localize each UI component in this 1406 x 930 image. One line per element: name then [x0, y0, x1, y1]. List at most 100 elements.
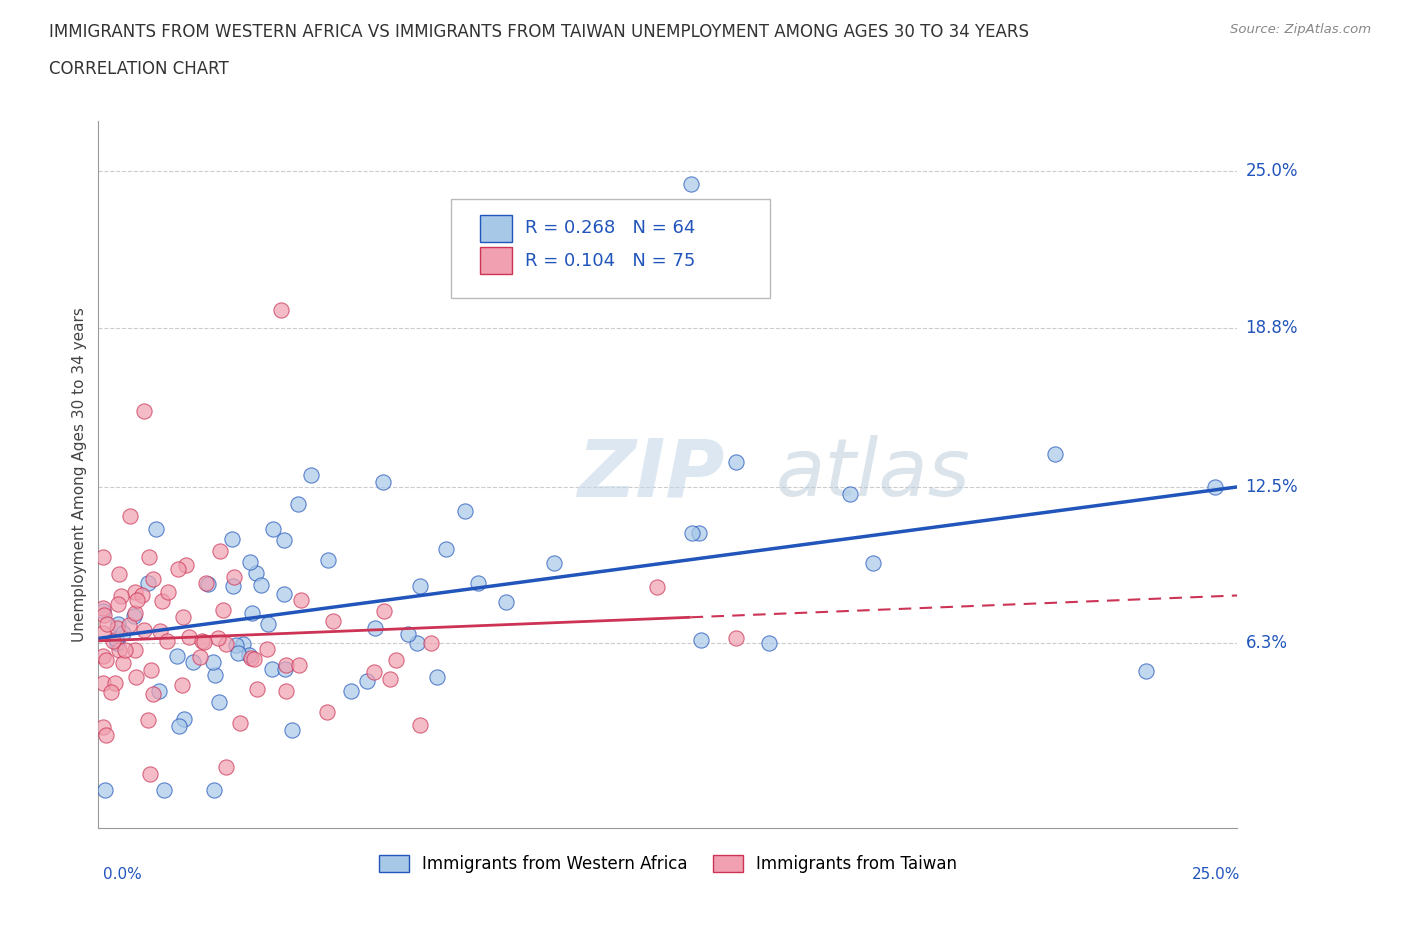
Point [142, 572, 165, 587]
Point [194, 576, 217, 591]
Point [148, 684, 170, 698]
Point [157, 584, 180, 599]
Point [262, 521, 284, 536]
Point [725, 631, 748, 645]
Point [679, 177, 702, 192]
Point [149, 624, 172, 639]
Point [229, 716, 252, 731]
Point [139, 662, 162, 677]
Point [145, 522, 167, 537]
Point [318, 552, 340, 567]
Point [118, 509, 141, 524]
Point [173, 711, 195, 726]
Point [232, 636, 254, 651]
Point [107, 617, 129, 631]
Point [288, 658, 311, 672]
Point [256, 642, 278, 657]
Point [238, 554, 260, 569]
Point [96, 617, 118, 631]
Point [207, 695, 229, 710]
Point [256, 617, 278, 631]
Text: 0.0%: 0.0% [103, 867, 142, 882]
Point [100, 684, 122, 699]
Point [174, 558, 197, 573]
Point [276, 658, 298, 672]
Point [91, 675, 114, 690]
Point [221, 532, 243, 547]
Point [238, 647, 260, 662]
Point [124, 606, 146, 621]
Point [107, 597, 129, 612]
Point [111, 656, 134, 671]
Text: 12.5%: 12.5% [1246, 478, 1298, 496]
Point [91, 648, 114, 663]
Point [166, 561, 188, 576]
Point [93, 607, 115, 622]
Point [1043, 446, 1066, 461]
Bar [479, 247, 512, 274]
Point [409, 578, 432, 593]
Point [110, 589, 132, 604]
Point [138, 550, 160, 565]
Point [169, 718, 191, 733]
Point [363, 664, 385, 679]
Point [166, 648, 188, 663]
Point [495, 595, 517, 610]
Point [222, 579, 245, 594]
Point [91, 604, 114, 618]
Point [91, 601, 114, 616]
Point [131, 588, 153, 603]
Point [1135, 664, 1157, 679]
Point [91, 549, 114, 564]
Text: 6.3%: 6.3% [1246, 634, 1288, 653]
Point [153, 782, 176, 797]
Point [281, 723, 304, 737]
Point [190, 633, 212, 648]
Point [245, 565, 267, 580]
Point [1204, 480, 1226, 495]
Point [322, 614, 344, 629]
Point [214, 760, 236, 775]
Point [543, 556, 565, 571]
Point [108, 643, 131, 658]
Point [212, 603, 235, 618]
Point [125, 592, 148, 607]
Point [104, 676, 127, 691]
Point [209, 544, 232, 559]
Text: Source: ZipAtlas.com: Source: ZipAtlas.com [1230, 23, 1371, 36]
Point [179, 630, 201, 644]
Legend: Immigrants from Western Africa, Immigrants from Taiwan: Immigrants from Western Africa, Immigran… [373, 848, 963, 880]
Point [142, 686, 165, 701]
Point [156, 633, 179, 648]
Point [385, 652, 408, 667]
Text: CORRELATION CHART: CORRELATION CHART [49, 60, 229, 78]
Point [862, 555, 884, 570]
Point [239, 650, 262, 665]
Point [287, 496, 309, 511]
Point [94, 653, 117, 668]
Point [299, 467, 322, 482]
Point [689, 632, 711, 647]
Point [132, 404, 155, 418]
Text: R = 0.268   N = 64: R = 0.268 N = 64 [526, 219, 696, 237]
Point [467, 576, 489, 591]
Point [273, 661, 295, 676]
Text: ZIP: ZIP [576, 435, 724, 513]
Point [134, 622, 156, 637]
Point [226, 645, 249, 660]
Point [172, 609, 194, 624]
Point [339, 684, 361, 698]
FancyBboxPatch shape [451, 199, 770, 298]
Point [202, 782, 225, 797]
Point [201, 655, 224, 670]
Point [364, 620, 387, 635]
Point [316, 704, 339, 719]
Point [204, 668, 226, 683]
Point [105, 635, 128, 650]
Point [681, 525, 703, 540]
Point [225, 637, 247, 652]
Point [378, 671, 401, 686]
Point [117, 618, 139, 632]
Text: IMMIGRANTS FROM WESTERN AFRICA VS IMMIGRANTS FROM TAIWAN UNEMPLOYMENT AMONG AGES: IMMIGRANTS FROM WESTERN AFRICA VS IMMIGR… [49, 23, 1029, 41]
Text: atlas: atlas [776, 435, 970, 513]
